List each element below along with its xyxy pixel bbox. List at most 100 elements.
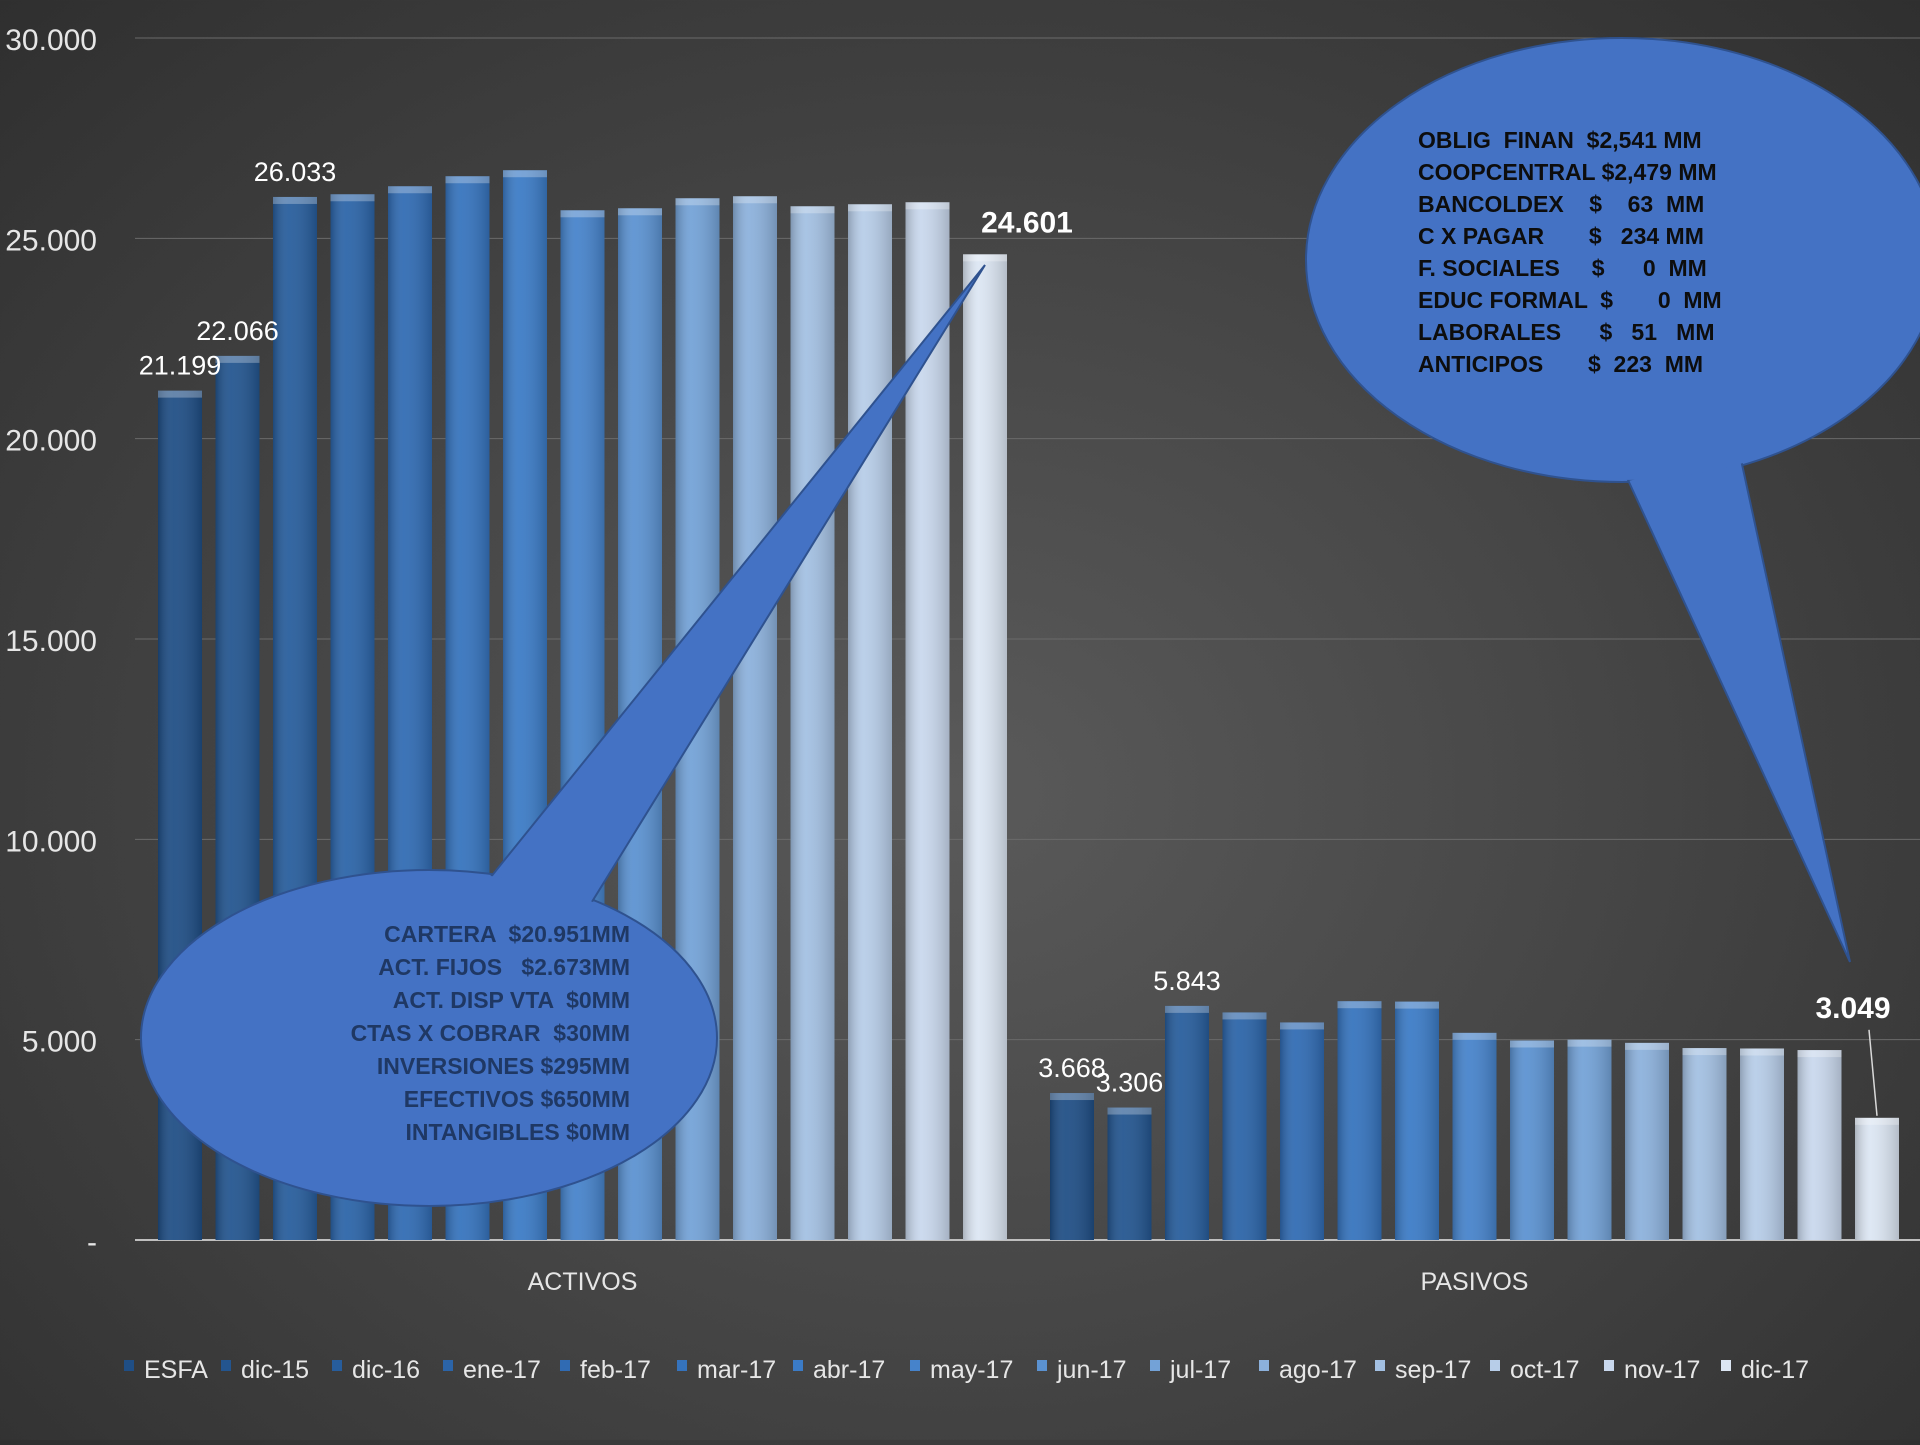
legend-label: ESFA — [144, 1356, 208, 1384]
bar-top — [1740, 1048, 1784, 1056]
bar-shade — [790, 206, 835, 1240]
bar-top — [1280, 1022, 1324, 1030]
bar-top — [1452, 1032, 1497, 1040]
legend-label: ago-17 — [1279, 1356, 1357, 1384]
legend-swatch — [1721, 1360, 1731, 1371]
legend-swatch — [1490, 1360, 1500, 1371]
legend-swatch — [677, 1360, 687, 1371]
activos-callout: CARTERA $20.951MM ACT. FIJOS $2.673MM ACT.… — [140, 264, 986, 1207]
legend-swatch — [1259, 1360, 1269, 1371]
y-tick-label: 15.000 — [5, 625, 97, 658]
legend-swatch — [1150, 1360, 1160, 1371]
data-label: 22.066 — [196, 316, 279, 346]
bar-top — [388, 186, 432, 194]
legend-label: may-17 — [930, 1356, 1013, 1384]
bar-shade — [1050, 1093, 1094, 1240]
bar-shade — [1625, 1042, 1669, 1240]
bar-top — [1222, 1012, 1267, 1020]
callout-fill — [1308, 40, 1920, 480]
bar-top — [1625, 1042, 1669, 1050]
legend-label: dic-17 — [1741, 1356, 1809, 1384]
y-tick-label: 25.000 — [5, 224, 97, 257]
data-label: 3.668 — [1038, 1053, 1106, 1083]
bar-shade — [1337, 1001, 1382, 1240]
y-tick-label: - — [87, 1226, 97, 1259]
legend-label: jul-17 — [1169, 1356, 1231, 1384]
callout-line: EFECTIVOS $650MM — [404, 1086, 630, 1112]
bar-top — [1395, 1001, 1439, 1009]
bar-shade — [1395, 1001, 1439, 1240]
legend-swatch — [443, 1360, 453, 1371]
y-tick-label: 10.000 — [5, 825, 97, 858]
data-label: 26.033 — [254, 157, 337, 187]
bar-shade — [1452, 1032, 1497, 1240]
data-label: 21.199 — [139, 351, 222, 381]
bar-shade — [733, 196, 777, 1241]
legend-swatch — [1375, 1360, 1385, 1371]
bar-shade — [1107, 1107, 1152, 1240]
category-label: ACTIVOS — [528, 1268, 638, 1296]
y-tick-label: 20.000 — [5, 425, 97, 458]
legend-label: mar-17 — [697, 1356, 776, 1384]
callout-line: INTANGIBLES $0MM — [406, 1119, 630, 1145]
bar-top — [733, 196, 777, 204]
callout-line: C X PAGAR $ 234 MM — [1418, 223, 1704, 249]
bar-shade — [1855, 1117, 1899, 1240]
bar-top — [963, 254, 1007, 262]
pasivos-callout: OBLIG FINAN $2,541 MM COOPCENTRAL $2,479 … — [1305, 37, 1920, 963]
data-label: 5.843 — [1153, 966, 1221, 996]
bar-shade — [1165, 1005, 1209, 1240]
y-tick-label: 30.000 — [5, 24, 97, 57]
data-label: 24.601 — [981, 206, 1073, 239]
bar-shade — [1567, 1039, 1612, 1240]
callout-line: CARTERA $20.951MM — [384, 921, 630, 947]
bar-shade — [1222, 1012, 1267, 1240]
legend-label: abr-17 — [813, 1356, 885, 1384]
legend-label: jun-17 — [1056, 1356, 1127, 1384]
bar-shade — [848, 204, 892, 1241]
legend-swatch — [124, 1360, 134, 1371]
legend-label: oct-17 — [1510, 1356, 1579, 1384]
bar-top — [1797, 1050, 1842, 1058]
data-label: 3.049 — [1815, 992, 1890, 1025]
bar-top — [1510, 1040, 1554, 1048]
bar-top — [1165, 1005, 1209, 1013]
legend-swatch — [560, 1360, 570, 1371]
callout-line: OBLIG FINAN $2,541 MM — [1418, 127, 1702, 153]
bar-top — [1855, 1117, 1899, 1125]
legend-label: dic-16 — [352, 1356, 420, 1384]
legend-swatch — [793, 1360, 803, 1371]
bar-top — [1337, 1001, 1382, 1009]
bar-top — [215, 355, 260, 363]
legend-swatch — [1037, 1360, 1047, 1371]
y-tick-label: 5.000 — [22, 1026, 97, 1059]
legend-label: ene-17 — [463, 1356, 541, 1384]
legend-label: dic-15 — [241, 1356, 309, 1384]
bar-top — [330, 194, 375, 202]
callout-line: ANTICIPOS $ 223 MM — [1418, 351, 1703, 377]
callout-fill — [143, 872, 715, 1204]
legend-label: sep-17 — [1395, 1356, 1471, 1384]
callout-line: BANCOLDEX $ 63 MM — [1418, 191, 1704, 217]
callout-line: F. SOCIALES $ 0 MM — [1418, 255, 1707, 281]
bar-shade — [1682, 1048, 1727, 1240]
bar-shade — [1740, 1048, 1784, 1240]
legend-label: nov-17 — [1624, 1356, 1700, 1384]
bar-top — [1107, 1107, 1152, 1115]
bar-top — [618, 208, 662, 216]
bar-top — [1682, 1048, 1727, 1056]
bar-top — [790, 206, 835, 214]
bar-top — [445, 176, 490, 184]
legend-swatch — [221, 1360, 231, 1371]
bar-top — [1050, 1093, 1094, 1101]
legend-swatch — [1604, 1360, 1614, 1371]
bar-top — [905, 202, 950, 210]
bar-shade — [1280, 1022, 1324, 1240]
callout-line: ACT. FIJOS $2.673MM — [378, 954, 630, 980]
bar-top — [503, 170, 547, 178]
callout-line: LABORALES $ 51 MM — [1418, 319, 1714, 345]
bar-top — [158, 390, 202, 398]
bar-shade — [963, 254, 1007, 1240]
